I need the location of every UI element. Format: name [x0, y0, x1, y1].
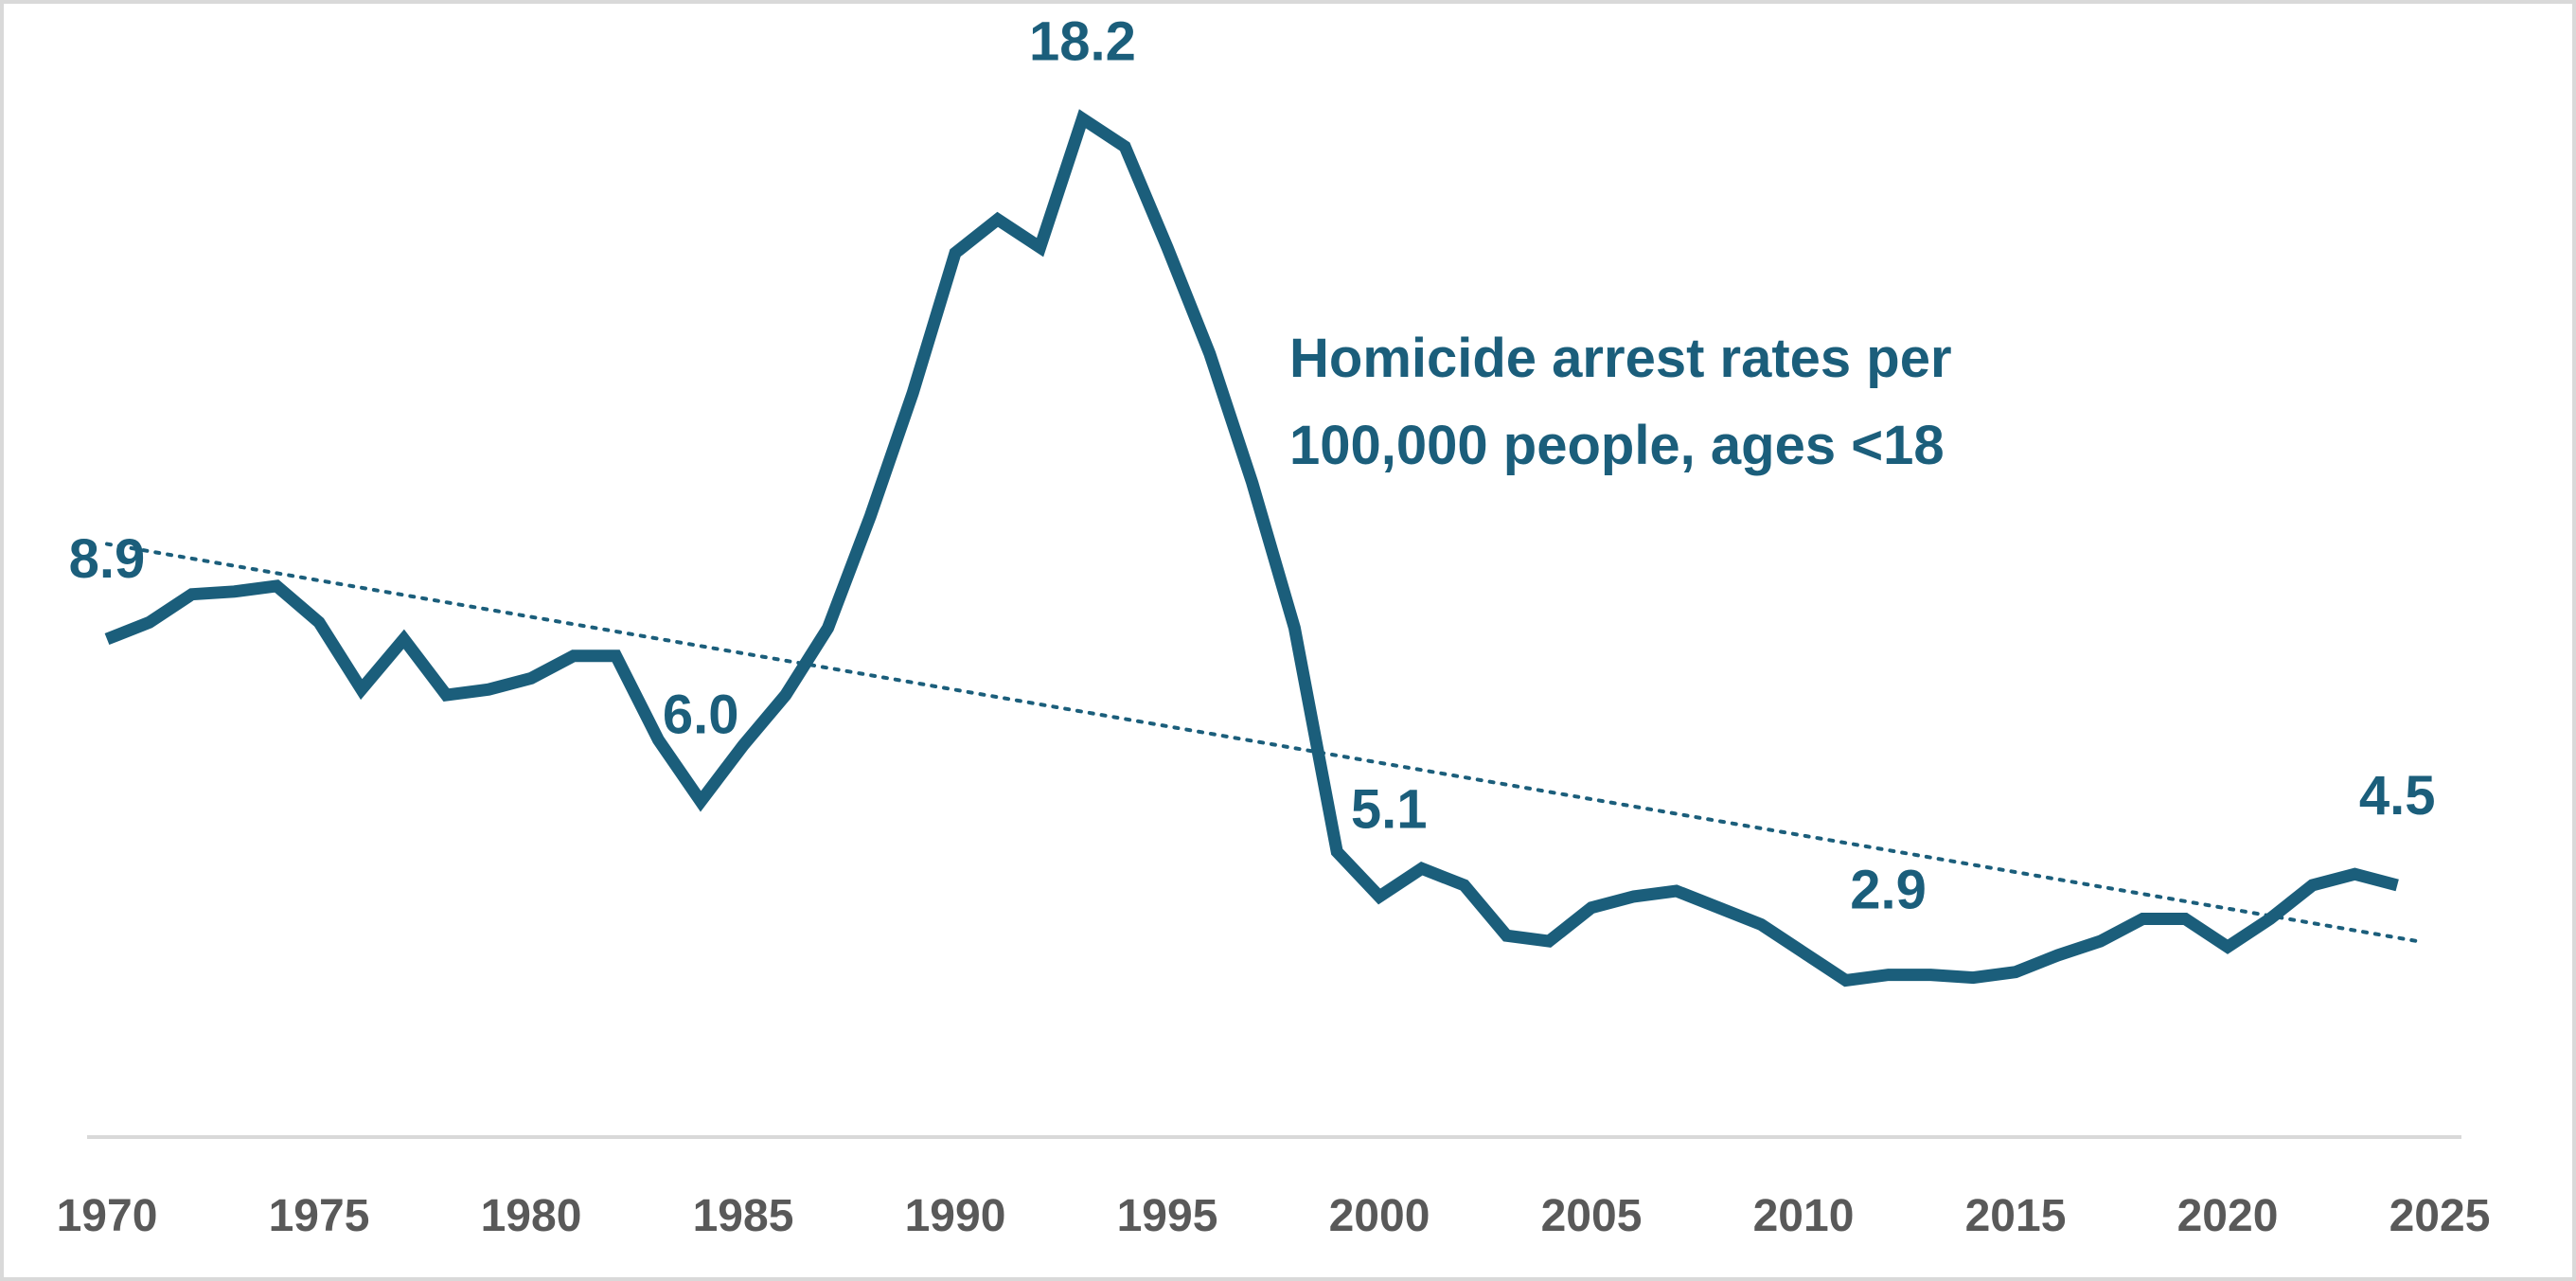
x-tick-labels: 1970 1975 1980 1985 1990 1995 2000 2005 2010 2015… — [57, 1191, 2491, 1241]
data-label: 4.5 — [2359, 765, 2436, 827]
series-line — [104, 109, 2399, 987]
data-label: 2.9 — [1850, 860, 1927, 921]
x-tick-label: 1985 — [693, 1191, 794, 1241]
x-tick-label: 2010 — [1753, 1191, 1855, 1241]
x-tick-label: 1975 — [269, 1191, 370, 1241]
annotation-line-2: 100,000 people, ages <18 — [1289, 415, 1945, 476]
x-tick-label: 2000 — [1329, 1191, 1430, 1241]
data-label: 6.0 — [663, 684, 739, 745]
annotation-line-1: Homicide arrest rates per — [1289, 328, 1952, 389]
x-tick-label: 1990 — [905, 1191, 1006, 1241]
data-label: 18.2 — [1029, 10, 1136, 72]
x-tick-label: 2005 — [1541, 1191, 1643, 1241]
x-tick-label: 1995 — [1117, 1191, 1218, 1241]
x-tick-label: 1980 — [481, 1191, 582, 1241]
x-tick-label: 2015 — [1965, 1191, 2067, 1241]
x-tick-label: 1970 — [57, 1191, 158, 1241]
series-annotation: Homicide arrest rates per 100,000 people… — [1289, 328, 1952, 476]
data-label: 8.9 — [69, 528, 146, 590]
trend-line — [105, 542, 2419, 943]
x-tick-label: 2025 — [2389, 1191, 2491, 1241]
x-tick-label: 2020 — [2177, 1191, 2279, 1241]
data-labels: 8.9 6.0 18.2 5.1 2.9 4.5 — [69, 10, 2436, 920]
data-label: 5.1 — [1351, 779, 1428, 841]
